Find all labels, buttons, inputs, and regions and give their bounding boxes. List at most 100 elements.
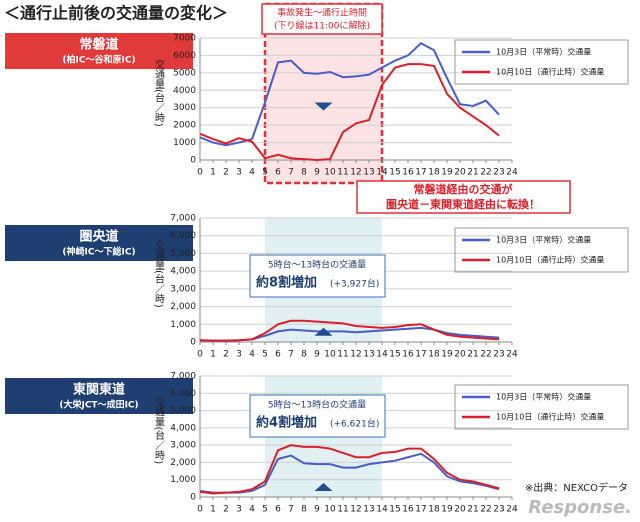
legend-label: 10月10日（通行止時）交通量 bbox=[496, 67, 604, 77]
x-tick-label: 19 bbox=[441, 168, 453, 178]
x-tick-label: 4 bbox=[249, 505, 255, 515]
x-tick-label: 17 bbox=[415, 505, 426, 515]
x-tick-label: 15 bbox=[389, 350, 400, 360]
road-title: 圏央道 bbox=[79, 229, 118, 245]
x-tick-label: 24 bbox=[506, 350, 518, 360]
road-label-box bbox=[5, 378, 193, 414]
x-tick-label: 0 bbox=[197, 505, 203, 515]
x-tick-label: 3 bbox=[236, 350, 242, 360]
annotation: (+3,927台) bbox=[330, 278, 379, 290]
y-tick-label: 3000 bbox=[173, 103, 196, 113]
x-tick-label: 12 bbox=[350, 350, 361, 360]
legend-box bbox=[454, 227, 629, 273]
source: ※出典：NEXCOデータ bbox=[525, 481, 628, 494]
annotation: 事故発生～通行止時間 bbox=[277, 7, 367, 19]
road-title: 東関東道 bbox=[73, 382, 125, 398]
x-tick-label: 20 bbox=[454, 350, 466, 360]
y-tick-label: 7,000 bbox=[170, 372, 196, 382]
watermark: Response. bbox=[528, 497, 632, 518]
y-tick-label: 2000 bbox=[173, 121, 196, 131]
legend-label: 10月3日（平常時）交通量 bbox=[496, 392, 591, 402]
x-tick-label: 13 bbox=[363, 350, 374, 360]
x-tick-label: 7 bbox=[288, 350, 294, 360]
x-tick-label: 0 bbox=[197, 168, 203, 178]
x-tick-label: 8 bbox=[301, 168, 307, 178]
x-tick-label: 10 bbox=[324, 505, 336, 515]
x-tick-label: 1 bbox=[210, 505, 216, 515]
x-tick-label: 16 bbox=[402, 350, 414, 360]
y-tick-label: 7,000 bbox=[170, 214, 196, 224]
x-tick-label: 10 bbox=[324, 168, 336, 178]
y-tick-label: 4,000 bbox=[170, 267, 196, 277]
y-tick-label: 5000 bbox=[173, 68, 196, 78]
x-tick-label: 1 bbox=[210, 350, 216, 360]
road-label-box bbox=[5, 225, 193, 261]
y-tick-label: 0 bbox=[190, 493, 196, 503]
y-axis-label: 交通量(台／時) bbox=[153, 395, 165, 464]
x-tick-label: 14 bbox=[376, 505, 388, 515]
y-tick-label: 5,000 bbox=[170, 249, 196, 259]
y-tick-label: 6,000 bbox=[170, 231, 196, 241]
x-tick-label: 8 bbox=[301, 350, 307, 360]
annotation: 5時台～13時台の交通量 bbox=[268, 259, 366, 271]
road-label-box bbox=[5, 33, 193, 69]
annotation: 圏央道－東関東道経由に転換！ bbox=[386, 197, 540, 211]
y-tick-label: 7000 bbox=[173, 34, 196, 44]
x-tick-label: 9 bbox=[314, 168, 320, 178]
x-tick-label: 21 bbox=[467, 505, 478, 515]
x-tick-label: 24 bbox=[506, 505, 518, 515]
x-tick-label: 14 bbox=[376, 350, 388, 360]
x-tick-label: 2 bbox=[223, 505, 229, 515]
x-tick-label: 18 bbox=[428, 350, 440, 360]
arrow bbox=[314, 102, 333, 111]
x-tick-label: 13 bbox=[363, 505, 374, 515]
x-tick-label: 10 bbox=[324, 350, 336, 360]
y-tick-label: 6000 bbox=[173, 51, 196, 61]
road-subtitle: (大栄JCT～成田IC) bbox=[59, 399, 138, 411]
x-tick-label: 5 bbox=[262, 350, 268, 360]
x-tick-label: 20 bbox=[454, 505, 466, 515]
y-tick-label: 1,000 bbox=[170, 320, 196, 330]
x-tick-label: 4 bbox=[249, 350, 255, 360]
road-subtitle: (柏IC～谷和原IC) bbox=[62, 54, 135, 66]
x-tick-label: 5 bbox=[262, 168, 268, 178]
y-tick-label: 0 bbox=[190, 338, 196, 348]
page-title: ＜通行止前後の交通量の変化＞ bbox=[4, 4, 228, 23]
x-tick-label: 16 bbox=[402, 505, 414, 515]
arrow bbox=[314, 482, 333, 491]
x-tick-label: 19 bbox=[441, 505, 453, 515]
x-tick-label: 12 bbox=[350, 168, 361, 178]
x-tick-label: 0 bbox=[197, 350, 203, 360]
x-tick-label: 1 bbox=[210, 168, 216, 178]
series-line bbox=[199, 42, 500, 147]
x-tick-label: 20 bbox=[454, 168, 466, 178]
x-tick-label: 22 bbox=[480, 505, 491, 515]
x-tick-label: 4 bbox=[249, 168, 255, 178]
x-tick-label: 11 bbox=[337, 505, 348, 515]
legend-label: 10月10日（通行止時）交通量 bbox=[496, 412, 604, 422]
arrow bbox=[314, 327, 333, 336]
y-tick-label: 4,000 bbox=[170, 423, 196, 433]
x-tick-label: 17 bbox=[415, 168, 426, 178]
y-tick-label: 2,000 bbox=[170, 458, 196, 468]
x-tick-label: 18 bbox=[428, 505, 440, 515]
series-line bbox=[199, 452, 500, 494]
series-line bbox=[199, 63, 500, 162]
y-tick-label: 6,000 bbox=[170, 389, 196, 399]
annotation-box bbox=[249, 254, 386, 298]
x-tick-label: 6 bbox=[275, 350, 281, 360]
x-tick-label: 7 bbox=[288, 505, 294, 515]
x-tick-label: 14 bbox=[376, 168, 388, 178]
x-tick-label: 6 bbox=[275, 168, 281, 178]
legend-label: 10月3日（平常時）交通量 bbox=[496, 47, 591, 57]
y-tick-label: 1000 bbox=[173, 138, 196, 148]
annotation: 約4割増加 bbox=[256, 415, 317, 431]
y-tick-label: 3,000 bbox=[170, 441, 196, 451]
road-title: 常磐道 bbox=[79, 37, 118, 53]
legend-box bbox=[454, 384, 629, 430]
x-tick-label: 12 bbox=[350, 505, 361, 515]
x-tick-label: 15 bbox=[389, 505, 400, 515]
y-tick-label: 2,000 bbox=[170, 302, 196, 312]
x-tick-label: 5 bbox=[262, 505, 268, 515]
